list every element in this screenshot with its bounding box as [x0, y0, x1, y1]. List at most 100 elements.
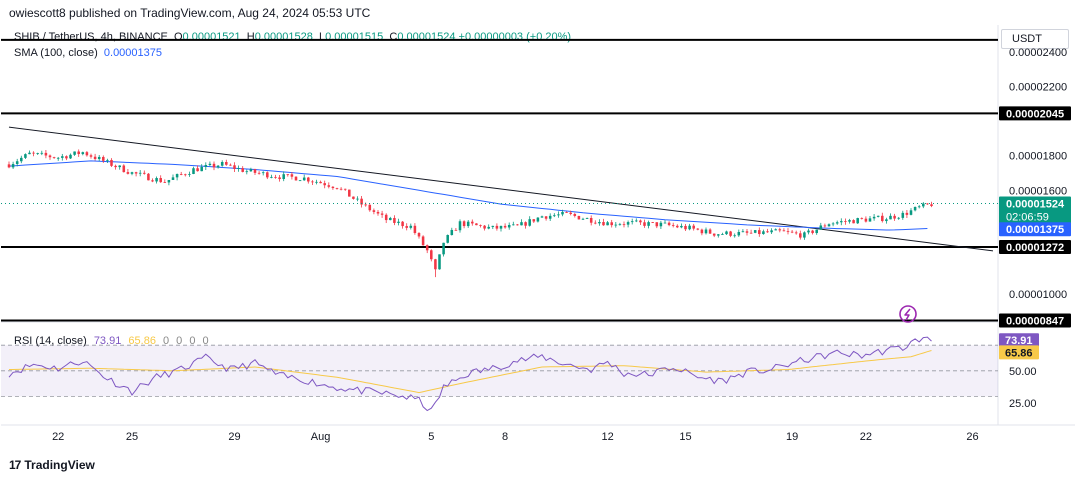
candle	[598, 222, 601, 224]
candle	[466, 221, 470, 227]
time-tick-label: Aug	[311, 431, 331, 443]
candle	[434, 259, 437, 270]
candle	[15, 161, 19, 165]
candle	[290, 174, 294, 177]
candle	[712, 233, 716, 236]
candle	[766, 231, 769, 233]
candle	[794, 232, 798, 234]
candle	[241, 168, 244, 172]
candle	[614, 224, 618, 226]
candle	[778, 229, 782, 231]
candle	[676, 225, 679, 228]
time-tick-label: 8	[502, 431, 508, 443]
candle	[323, 183, 326, 186]
candle	[774, 229, 777, 231]
candle	[110, 159, 113, 166]
candle	[401, 221, 404, 227]
candle	[143, 172, 146, 174]
rsi-badge-bg	[999, 333, 1039, 348]
price-tick-label: 0.00001000	[1009, 289, 1067, 301]
candle	[61, 156, 64, 158]
time-tick-label: 15	[679, 431, 691, 443]
candle	[639, 220, 642, 223]
candle	[7, 164, 11, 168]
candle	[729, 231, 732, 236]
rsi-tick-label: 50.00	[1009, 366, 1037, 378]
symbol-legend: SHIB / TetherUS, 4h, BINANCE O0.00001521…	[14, 31, 571, 43]
candle	[553, 215, 556, 217]
candle	[573, 213, 577, 216]
candle	[926, 203, 929, 205]
candle	[803, 232, 806, 238]
candle	[881, 215, 884, 222]
candle	[56, 157, 60, 159]
sma-legend[interactable]: SMA (100, close) 0.00001375	[14, 47, 162, 59]
candle	[544, 216, 548, 219]
candle	[220, 162, 224, 166]
candle	[565, 211, 568, 213]
trendline[interactable]	[8, 126, 994, 252]
candle	[737, 231, 741, 236]
symbol-name[interactable]: SHIB / TetherUS, 4h, BINANCE	[14, 31, 168, 43]
candle	[159, 178, 162, 183]
candle	[807, 230, 810, 233]
rsi-band	[1, 345, 998, 397]
candle	[11, 164, 15, 168]
candle	[659, 222, 663, 227]
candle	[286, 174, 290, 176]
candle	[97, 156, 101, 160]
candle	[40, 152, 44, 154]
low-value: 0.00001515	[325, 31, 384, 43]
candle	[717, 234, 720, 236]
candle	[782, 230, 786, 232]
candle	[397, 221, 400, 223]
candle	[65, 156, 68, 159]
candle	[20, 157, 23, 162]
candle	[700, 229, 704, 234]
alert-icon[interactable]	[899, 305, 917, 323]
candle	[77, 151, 80, 155]
candle	[302, 177, 306, 181]
candle	[799, 233, 802, 238]
candle	[889, 215, 892, 220]
rsi-line[interactable]	[8, 336, 932, 412]
candle	[569, 212, 572, 214]
candle	[69, 154, 72, 159]
candle	[48, 155, 52, 158]
candle	[134, 172, 138, 174]
candle	[196, 168, 199, 172]
candle	[348, 189, 351, 197]
candle	[343, 188, 347, 190]
rsi-legend[interactable]: RSI (14, close) 73.91 65.86 0 0 0 0	[14, 335, 211, 347]
candle	[315, 181, 318, 183]
candle	[893, 215, 896, 219]
candle	[630, 221, 634, 223]
candle	[561, 211, 564, 215]
level-badge: 0.00001272	[1006, 242, 1064, 254]
candle	[930, 204, 933, 207]
candle	[487, 226, 490, 229]
sma-line[interactable]	[8, 160, 928, 231]
tradingview-branding[interactable]: 17 TradingView	[9, 458, 95, 472]
candle	[294, 176, 298, 181]
candle	[52, 157, 56, 159]
candle	[352, 196, 355, 199]
candle	[450, 229, 454, 236]
current-price-badge-bg	[999, 196, 1071, 224]
candle	[376, 211, 380, 214]
candle	[364, 204, 367, 206]
candle	[331, 186, 335, 189]
candle	[266, 172, 269, 178]
candle	[175, 174, 179, 178]
rsi-ma-legend-value: 65.86	[128, 335, 156, 347]
candle	[741, 231, 745, 233]
level-badge-bg	[999, 313, 1071, 328]
candle	[745, 231, 749, 233]
candle	[253, 169, 257, 173]
currency-button[interactable]: USDT	[1001, 29, 1069, 49]
rsi-ma-line[interactable]	[9, 350, 932, 394]
candle	[860, 218, 864, 219]
candle	[36, 153, 39, 154]
candle	[249, 169, 253, 172]
